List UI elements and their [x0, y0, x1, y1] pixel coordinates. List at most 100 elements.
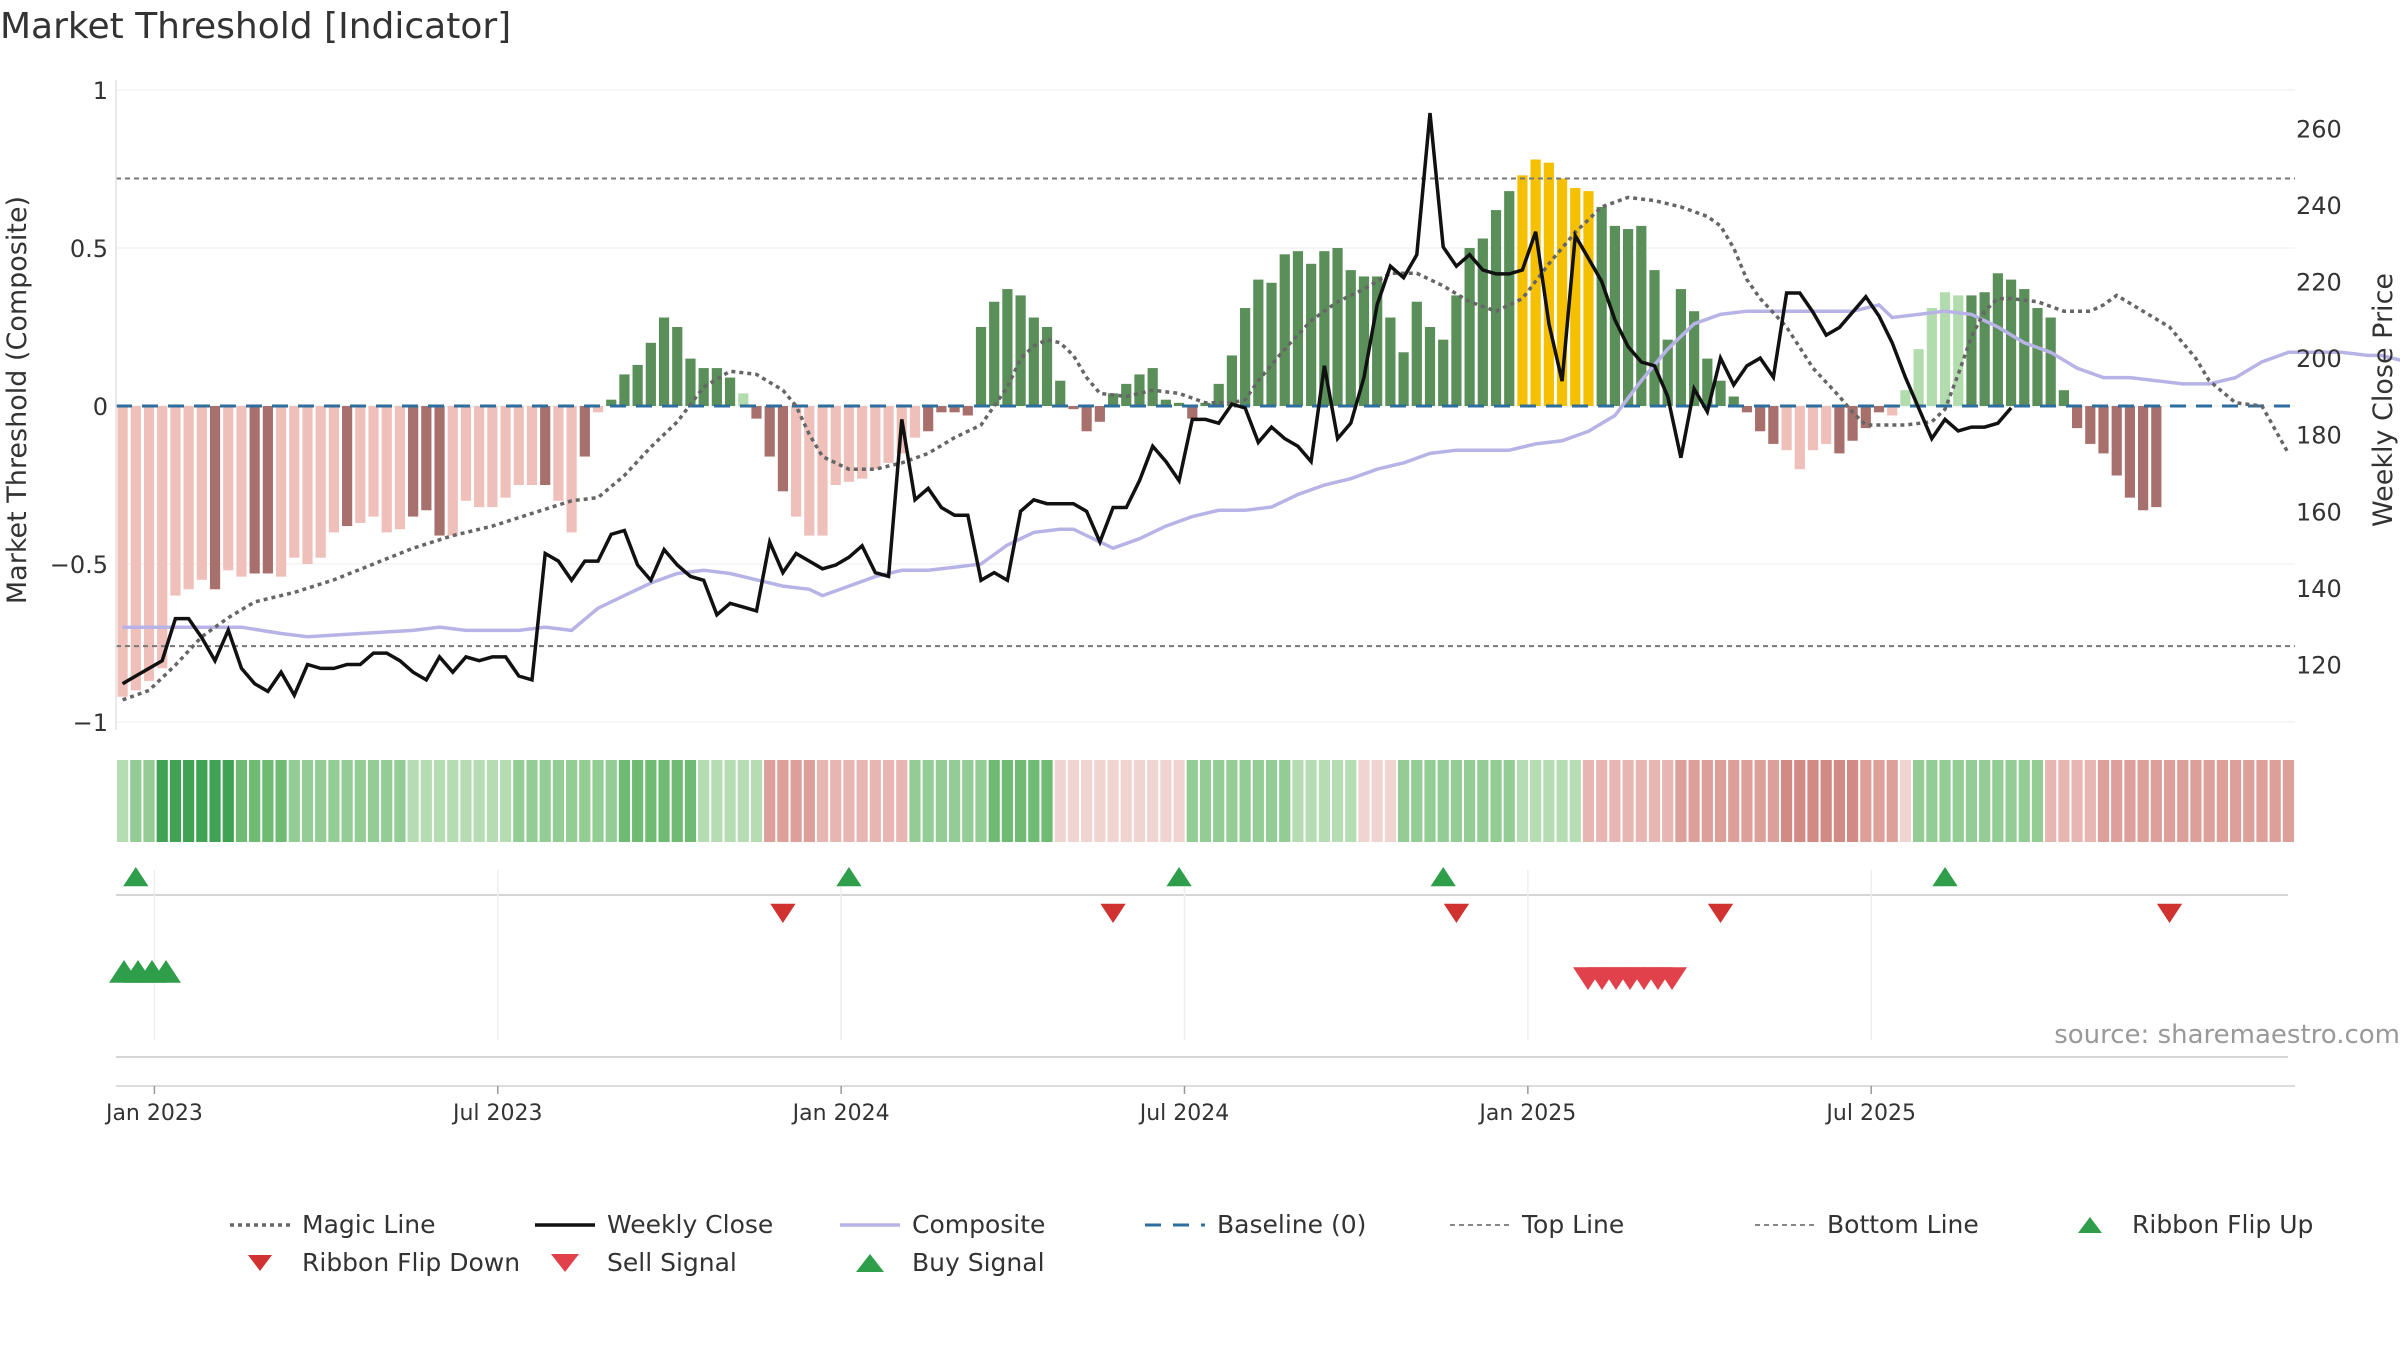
- ribbon-flip-up-marker: [123, 867, 149, 887]
- composite-bar: [1319, 251, 1330, 406]
- ribbon-cell: [196, 760, 208, 842]
- ribbon-cell: [1028, 760, 1040, 842]
- composite-bar: [1306, 263, 1317, 406]
- ribbon-cell: [1345, 760, 1357, 842]
- legend-swatch-sellsig: [535, 1253, 595, 1273]
- composite-bar: [606, 399, 617, 406]
- composite-bar: [1781, 406, 1792, 451]
- composite-bar: [724, 377, 736, 406]
- composite-bar: [923, 406, 934, 432]
- ribbon-cell: [1120, 760, 1132, 842]
- ribbon-cell: [2282, 760, 2294, 842]
- ribbon-cell: [1846, 760, 1859, 842]
- composite-bar: [909, 406, 921, 438]
- ribbon-cell: [948, 760, 961, 842]
- composite-bar: [355, 406, 366, 523]
- composite-bar: [566, 406, 577, 533]
- composite-bar: [1345, 270, 1356, 406]
- ribbon-cell: [394, 760, 406, 842]
- composite-bar: [1081, 406, 1092, 432]
- composite-bar: [1424, 327, 1436, 406]
- ribbon-cell: [1173, 760, 1185, 842]
- composite-bar: [658, 317, 670, 406]
- composite-bar: [209, 406, 221, 590]
- composite-bar: [157, 406, 168, 669]
- composite-bar: [394, 406, 406, 530]
- ribbon-cell: [499, 760, 512, 842]
- composite-bar: [1464, 248, 1475, 406]
- legend-label: Weekly Close: [607, 1210, 774, 1239]
- composite-bar: [975, 327, 987, 406]
- composite-bar: [2151, 406, 2162, 508]
- composite-bar: [1649, 270, 1660, 406]
- composite-bar: [1636, 225, 1647, 406]
- ribbon-cell: [1437, 760, 1449, 842]
- ribbon-flip-up-marker: [836, 867, 862, 887]
- ribbon-cell: [882, 760, 895, 842]
- y-left-axis-title: Market Threshold (Composite): [2, 196, 33, 604]
- ribbon-flip-up-marker: [1932, 867, 1958, 887]
- ribbon-cell: [156, 760, 168, 842]
- composite-bar: [421, 406, 432, 511]
- composite-bar: [1332, 248, 1343, 406]
- composite-bar: [738, 393, 749, 406]
- legend-swatch-magic: [230, 1215, 290, 1235]
- composite-bar: [1860, 406, 1871, 429]
- ribbon-cell: [2084, 760, 2096, 842]
- legend-swatch-close: [535, 1215, 595, 1235]
- ribbon-cell: [2177, 760, 2189, 842]
- ribbon-cell: [552, 760, 565, 842]
- ribbon-cell: [1754, 760, 1766, 842]
- ribbon-cell: [1503, 760, 1515, 842]
- composite-bar: [1385, 317, 1396, 406]
- ribbon-cell: [724, 760, 736, 842]
- ribbon-cell: [1767, 760, 1779, 842]
- composite-bar: [698, 368, 709, 406]
- ribbon-cell: [301, 760, 314, 842]
- legend-item-sellsig: Sell Signal: [535, 1248, 737, 1277]
- ribbon-cell: [1371, 760, 1383, 842]
- composite-bar: [751, 406, 762, 419]
- y-right-tick-label: 200: [2296, 345, 2342, 373]
- ribbon-cell: [1688, 760, 1700, 842]
- ribbon-cell: [1794, 760, 1806, 842]
- ribbon-cell: [460, 760, 472, 842]
- ribbon-flip-up-marker: [1166, 867, 1192, 887]
- composite-bar: [962, 406, 973, 416]
- ribbon-cell: [1226, 760, 1238, 842]
- composite-bar: [579, 406, 590, 457]
- ribbon-cell: [790, 760, 802, 842]
- composite-bar: [2098, 406, 2109, 454]
- ribbon-cell: [381, 760, 393, 842]
- legend-label: Ribbon Flip Up: [2132, 1210, 2314, 1239]
- ribbon-cell: [209, 760, 221, 842]
- legend-label: Top Line: [1522, 1210, 1625, 1239]
- y-right-tick-label: 120: [2296, 652, 2342, 680]
- ribbon-cell: [2150, 760, 2162, 842]
- composite-bar: [619, 374, 630, 406]
- composite-bar: [2124, 406, 2136, 498]
- ribbon-cell: [1648, 760, 1661, 842]
- ribbon-cell: [777, 760, 789, 842]
- ribbon-cell: [1952, 760, 1964, 842]
- ribbon-cell: [1939, 760, 1951, 842]
- composite-bar: [143, 406, 155, 681]
- ribbon-cell: [235, 760, 248, 842]
- composite-bar: [1662, 339, 1673, 406]
- ribbon-cell: [1450, 760, 1463, 842]
- ribbon-cell: [1147, 760, 1159, 842]
- ribbon-cell: [1358, 760, 1370, 842]
- composite-bar: [857, 406, 868, 479]
- ribbon-cell: [1926, 760, 1938, 842]
- composite-bar: [1741, 406, 1753, 413]
- ribbon-cell: [830, 760, 842, 842]
- composite-bar: [1900, 390, 1911, 406]
- y-right-axis-title: Weekly Close Price: [2368, 273, 2399, 527]
- ribbon-cell: [1239, 760, 1251, 842]
- composite-bar: [1887, 406, 1898, 416]
- ribbon-cell: [1081, 760, 1093, 842]
- ribbon-cell: [935, 760, 947, 842]
- composite-bar: [817, 406, 828, 536]
- composite-bar: [170, 406, 181, 596]
- composite-bar: [249, 406, 260, 574]
